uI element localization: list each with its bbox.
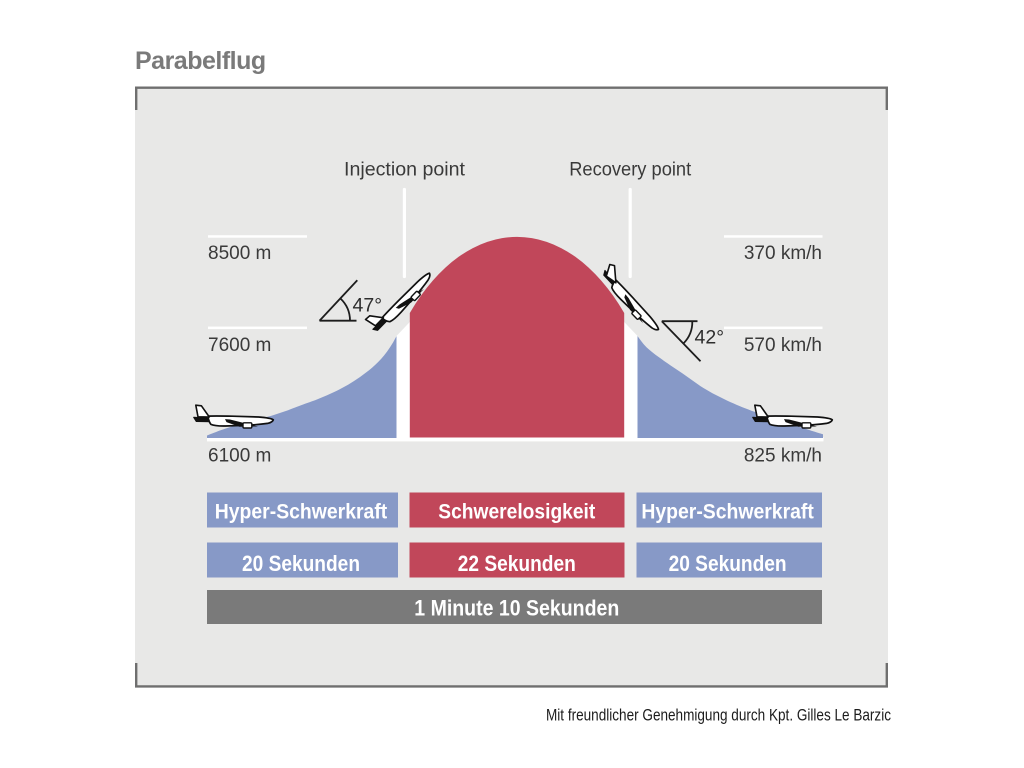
svg-text:7600 m: 7600 m (208, 335, 271, 356)
svg-text:8500 m: 8500 m (208, 243, 271, 264)
svg-text:570 km/h: 570 km/h (744, 335, 822, 356)
svg-text:Hyper-Schwerkraft: Hyper-Schwerkraft (641, 501, 814, 524)
svg-text:6100 m: 6100 m (208, 446, 271, 467)
svg-text:20 Sekunden: 20 Sekunden (242, 551, 360, 576)
svg-text:825 km/h: 825 km/h (744, 446, 822, 467)
svg-text:Recovery point: Recovery point (569, 160, 692, 181)
svg-text:370 km/h: 370 km/h (744, 243, 822, 264)
svg-text:Hyper-Schwerkraft: Hyper-Schwerkraft (215, 501, 388, 524)
svg-text:1 Minute 10 Sekunden: 1 Minute 10 Sekunden (414, 595, 619, 620)
svg-text:Schwerelosigkeit: Schwerelosigkeit (438, 501, 595, 524)
svg-text:42°: 42° (695, 327, 725, 349)
svg-text:47°: 47° (353, 295, 383, 317)
svg-text:20 Sekunden: 20 Sekunden (669, 551, 787, 576)
svg-text:22 Sekunden: 22 Sekunden (458, 551, 576, 576)
svg-text:Injection point: Injection point (344, 160, 466, 181)
svg-text:Parabelflug: Parabelflug (135, 47, 266, 75)
svg-text:Mit freundlicher Genehmigung d: Mit freundlicher Genehmigung durch Kpt. … (546, 707, 891, 725)
